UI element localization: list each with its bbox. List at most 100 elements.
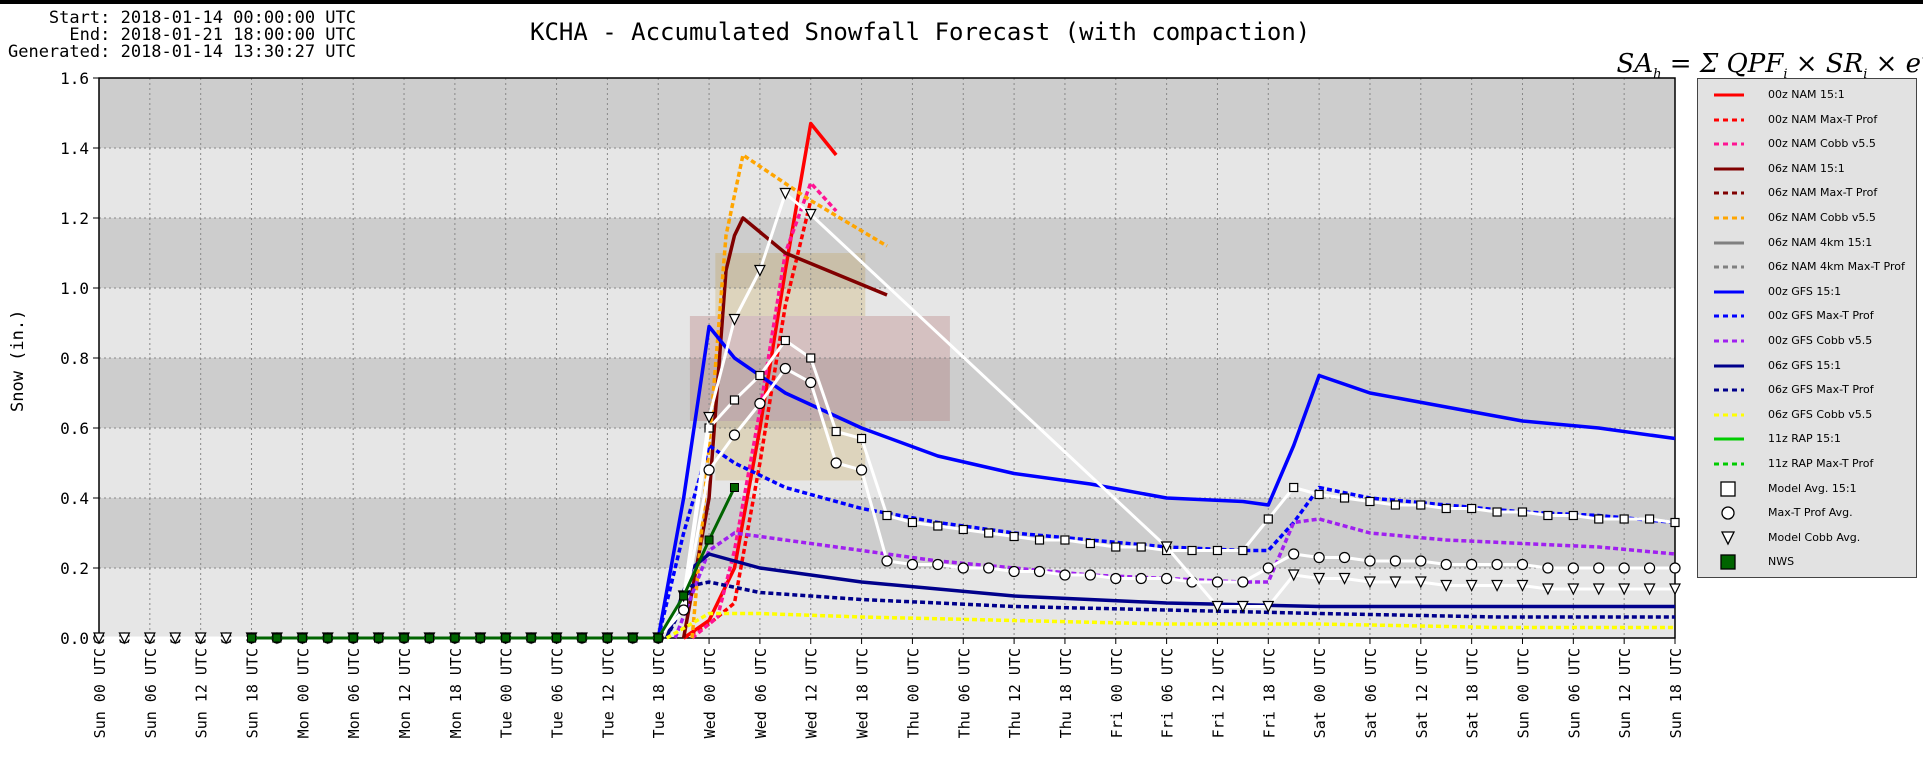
- data-point: [1008, 565, 1020, 578]
- data-point: [753, 264, 766, 277]
- x-tick-label: Tue 18 UTC: [650, 648, 668, 738]
- data-point: [1389, 555, 1401, 567]
- legend-label: 11z RAP 15:1: [1768, 432, 1841, 446]
- data-point: [1415, 555, 1427, 567]
- data-point: [552, 633, 562, 643]
- legend-item: 11z RAP 15:1: [1698, 427, 1916, 451]
- plot-band: [99, 428, 1675, 498]
- legend-swatch: [1714, 364, 1744, 368]
- x-tick-label: Tue 00 UTC: [498, 648, 516, 738]
- y-tick-label: 1.0: [60, 279, 89, 298]
- x-tick-label: Sun 18 UTC: [1667, 648, 1685, 738]
- x-tick-label: Sun 12 UTC: [193, 648, 211, 738]
- data-point: [1084, 569, 1096, 581]
- data-point: [1187, 545, 1197, 556]
- legend-label: 00z NAM Cobb v5.5: [1768, 137, 1876, 151]
- data-point: [906, 558, 919, 571]
- legend-swatch: [1714, 265, 1744, 269]
- legend-swatch: [1714, 339, 1744, 343]
- x-tick-label: Sat 12 UTC: [1413, 648, 1431, 738]
- data-point: [856, 433, 867, 444]
- x-tick-label: Thu 12 UTC: [1006, 648, 1024, 738]
- data-point: [678, 604, 690, 616]
- data-point: [984, 528, 994, 538]
- data-point: [1389, 576, 1402, 589]
- watermark-logo: [689, 253, 950, 481]
- data-point: [805, 376, 817, 389]
- x-tick-label: Thu 00 UTC: [904, 648, 922, 738]
- x-tick-label: Sun 12 UTC: [1616, 648, 1634, 738]
- data-point: [1161, 572, 1173, 585]
- plot-band: [99, 78, 1675, 148]
- x-tick-label: Sun 06 UTC: [1565, 648, 1583, 738]
- data-point: [1236, 600, 1249, 613]
- data-point: [1643, 583, 1656, 596]
- data-point: [1465, 579, 1478, 592]
- plot-band: [99, 358, 1675, 428]
- legend-item: 00z NAM Cobb v5.5: [1698, 132, 1916, 156]
- series-line: [656, 324, 1676, 639]
- generated-label: Generated:: [7, 42, 111, 62]
- legend-swatch: [1714, 290, 1744, 294]
- data-point: [1034, 535, 1045, 545]
- data-point: [1363, 576, 1376, 589]
- start-time: 2018-01-14 00:00:00 UTC: [120, 8, 356, 28]
- data-point: [907, 517, 918, 528]
- legend-label: 00z GFS Cobb v5.5: [1768, 334, 1873, 347]
- data-point: [1441, 503, 1451, 514]
- data-point: [424, 633, 434, 643]
- legend-label: 06z NAM 4km 15:1: [1768, 235, 1873, 249]
- data-point: [475, 633, 485, 643]
- legend-item: Model Cobb Avg.: [1698, 526, 1916, 550]
- x-tick-label: Tue 06 UTC: [549, 648, 567, 738]
- data-point: [374, 633, 384, 643]
- legend-label: 00z NAM Max-T Prof: [1768, 112, 1878, 126]
- data-point: [1491, 579, 1504, 592]
- data-point: [501, 633, 511, 643]
- data-point: [703, 411, 716, 424]
- data-point: [1543, 510, 1553, 521]
- y-tick-label: 0.6: [60, 419, 89, 438]
- data-point: [1364, 555, 1376, 567]
- legend-marker: [1720, 480, 1736, 497]
- data-point: [1467, 503, 1477, 514]
- data-point: [1669, 562, 1681, 574]
- x-tick-label: Fri 18 UTC: [1260, 648, 1278, 738]
- legend-label: Model Cobb Avg.: [1768, 530, 1861, 544]
- legend-item: Max-T Prof Avg.: [1698, 501, 1916, 525]
- series-06z-gfs-max-t-prof: [665, 580, 1675, 639]
- x-tick-label: Wed 06 UTC: [752, 648, 770, 738]
- legend-swatch: [1714, 142, 1744, 146]
- x-tick-label: Wed 12 UTC: [803, 648, 821, 738]
- x-tick-label: Sat 00 UTC: [1311, 648, 1329, 738]
- data-point: [1262, 600, 1275, 613]
- data-point: [855, 464, 868, 476]
- data-point: [779, 362, 791, 375]
- y-tick-label: 0.8: [60, 349, 89, 368]
- data-point: [1440, 558, 1452, 571]
- legend-swatch: [1720, 531, 1736, 546]
- data-point: [272, 633, 282, 643]
- data-point: [1466, 558, 1478, 571]
- data-point: [1211, 576, 1224, 588]
- data-point: [830, 457, 842, 469]
- data-point: [728, 429, 741, 441]
- data-point: [1492, 507, 1502, 517]
- y-tick-label: 1.6: [60, 69, 89, 88]
- end-label: End:: [69, 25, 111, 45]
- data-point: [1110, 572, 1122, 585]
- data-point: [983, 562, 995, 574]
- data-point: [1568, 510, 1578, 521]
- data-point: [220, 632, 233, 645]
- data-point: [1313, 572, 1326, 585]
- data-point: [1238, 545, 1248, 556]
- data-point: [1643, 562, 1656, 574]
- data-point: [1644, 514, 1655, 524]
- legend-label: 06z NAM Cobb v5.5: [1768, 211, 1876, 224]
- x-tick-label: Mon 00 UTC: [294, 648, 312, 738]
- data-point: [1619, 514, 1629, 524]
- legend-label: 06z GFS 15:1: [1768, 358, 1842, 372]
- legend-swatch: [1714, 118, 1744, 122]
- data-point: [1594, 514, 1604, 524]
- data-point: [1414, 576, 1427, 589]
